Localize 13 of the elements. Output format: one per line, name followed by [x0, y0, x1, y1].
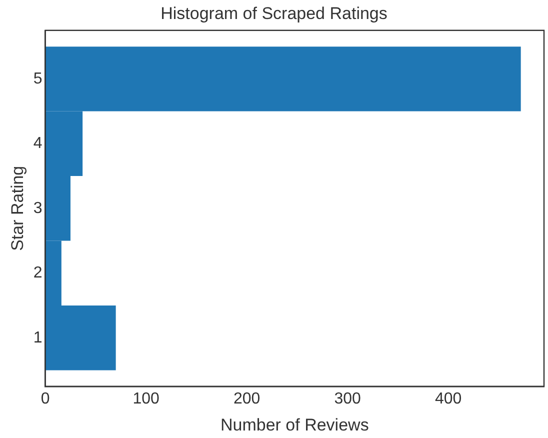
x-tick-label: 0: [40, 390, 50, 408]
y-tick-label: 1: [33, 329, 42, 346]
y-axis-title: Star Rating: [8, 166, 27, 251]
chart-title: Histogram of Scraped Ratings: [160, 4, 388, 23]
y-tick-label: 5: [33, 70, 42, 88]
y-tick-label: 3: [33, 200, 42, 217]
x-axis-title: Number of Reviews: [220, 415, 369, 434]
y-tick-label: 2: [33, 264, 42, 282]
x-tick-label: 200: [233, 390, 260, 408]
x-tick-label: 300: [334, 390, 361, 408]
y-tick-label: 4: [33, 135, 42, 152]
x-tick-label: 100: [132, 390, 160, 408]
x-tick-label: 400: [434, 390, 462, 408]
